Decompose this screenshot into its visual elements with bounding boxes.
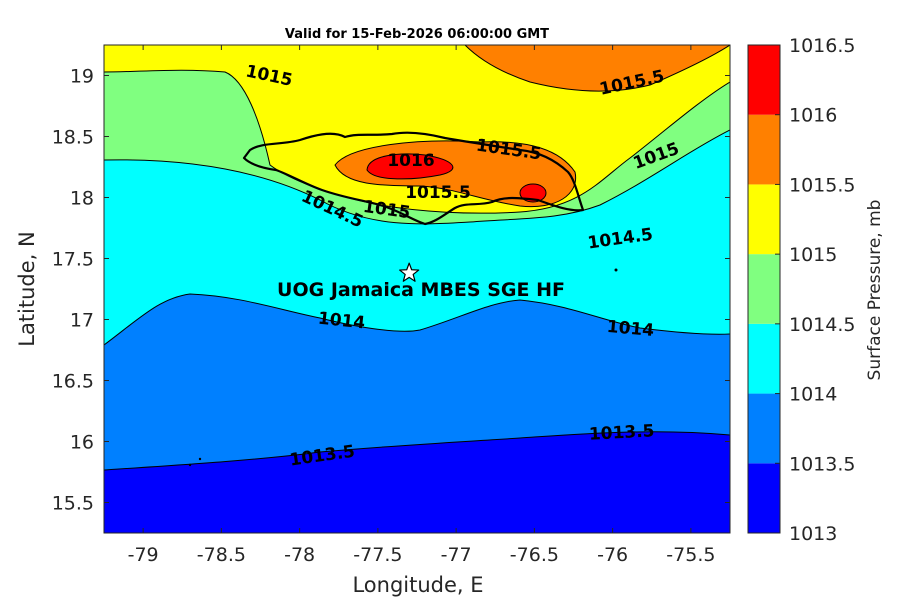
colorbar-swatch (748, 393, 780, 464)
islet-2 (188, 463, 192, 467)
y-axis: 19 18.5 18 17.5 17 16.5 16 15.5 (52, 66, 730, 515)
x-tick-label: -76 (597, 544, 628, 566)
colorbar-tick-label: 1013 (789, 523, 837, 545)
map-title: Valid for 15-Feb-2026 06:00:00 GMT (285, 27, 549, 42)
contour-label: 1013.5 (588, 421, 655, 444)
y-tick-label: 16 (70, 432, 94, 454)
y-tick-label: 16.5 (52, 371, 94, 393)
colorbar-tick-label: 1015.5 (789, 174, 855, 196)
colorbar-label: Surface Pressure, mb (865, 200, 885, 381)
y-tick-label: 18.5 (52, 127, 94, 149)
x-tick-label: -78.5 (197, 544, 246, 566)
colorbar-tick-label: 1016.5 (789, 35, 855, 57)
colorbar-tick-label: 1015 (789, 244, 837, 266)
contour-label: 1016 (387, 151, 434, 171)
islet-3 (198, 457, 202, 461)
colorbar-tick-label: 1014 (789, 384, 837, 406)
band-1016-west (367, 153, 453, 179)
x-tick-label: -77 (441, 544, 472, 566)
colorbar-frame (747, 44, 781, 534)
y-axis-label: Latitude, N (15, 231, 39, 347)
colorbar-swatch (748, 463, 780, 533)
colorbar-tick-label: 1014.5 (789, 314, 855, 336)
jamaica-coastline (242, 131, 585, 226)
colorbar (748, 45, 780, 533)
station-label: UOG Jamaica MBES SGE HF (277, 279, 565, 301)
x-axis-label: Longitude, E (352, 573, 483, 597)
station-star-icon (399, 262, 420, 282)
y-tick-label: 17.5 (52, 249, 94, 271)
x-tick-label: -76.5 (510, 544, 559, 566)
colorbar-swatch (748, 323, 780, 394)
x-tick-label: -77.5 (353, 544, 402, 566)
islet-1 (614, 268, 618, 272)
colorbar-swatch (748, 254, 780, 324)
contour-label: 1015.5 (405, 183, 471, 203)
x-tick-label: -79 (128, 544, 159, 566)
colorbar-tick-label: 1013.5 (789, 453, 855, 475)
colorbar-swatch (748, 184, 780, 255)
colorbar-ticks: 1016.5 1016 1015.5 1015 1014.5 1014 1013.5 1013 (775, 35, 855, 545)
y-tick-label: 19 (70, 66, 94, 88)
x-axis: -79 -78.5 -78 -77.5 -77 -76.5 -76 -75.5 (128, 45, 715, 566)
contour-label: 1014 (606, 317, 655, 341)
band-1015-5-north (465, 45, 730, 92)
x-tick-label: -75.5 (666, 544, 715, 566)
colorbar-tick-label: 1016 (789, 105, 837, 127)
contour-label: 1014 (317, 309, 366, 334)
y-tick-label: 18 (70, 188, 94, 210)
x-tick-label: -78 (284, 544, 315, 566)
band-1013 (104, 431, 730, 533)
colorbar-swatch (748, 114, 780, 185)
plot-frame (103, 44, 731, 534)
y-tick-label: 17 (70, 310, 94, 332)
colorbar-swatch (748, 45, 780, 115)
y-tick-label: 15.5 (52, 493, 94, 515)
contour-map: 1015 1015.5 1016 1015.5 1015 1015.5 1015… (104, 45, 730, 533)
band-1016-east (520, 184, 546, 202)
